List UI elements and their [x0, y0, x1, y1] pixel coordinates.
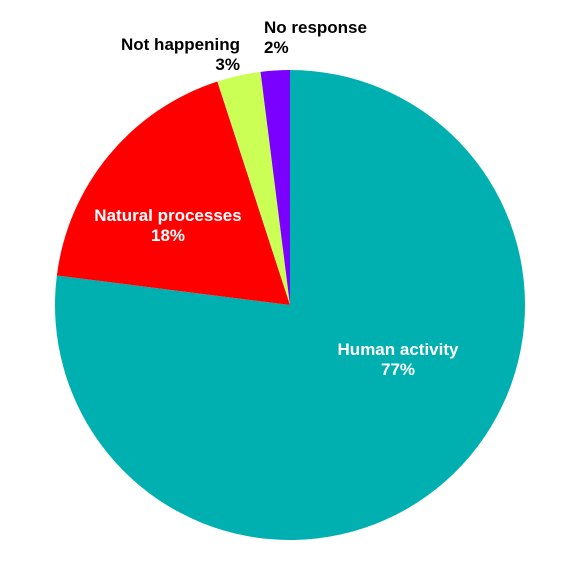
slice-not-happening — [217, 71, 290, 305]
slice-value-not-happening: 3% — [215, 55, 240, 74]
slice-human-activity — [54, 70, 525, 540]
slice-value-human-activity: 77% — [381, 360, 415, 379]
slice-natural-processes — [56, 81, 290, 305]
slice-value-no-response: 2% — [264, 38, 289, 57]
slice-label-not-happening: Not happening — [121, 35, 240, 54]
slice-label-human-activity: Human activity — [338, 340, 459, 359]
slice-no-response — [260, 70, 290, 305]
slice-label-no-response: No response — [264, 18, 367, 37]
slice-label-natural-processes: Natural processes — [94, 206, 241, 225]
slice-value-natural-processes: 18% — [151, 226, 185, 245]
pie-slices — [54, 70, 525, 540]
